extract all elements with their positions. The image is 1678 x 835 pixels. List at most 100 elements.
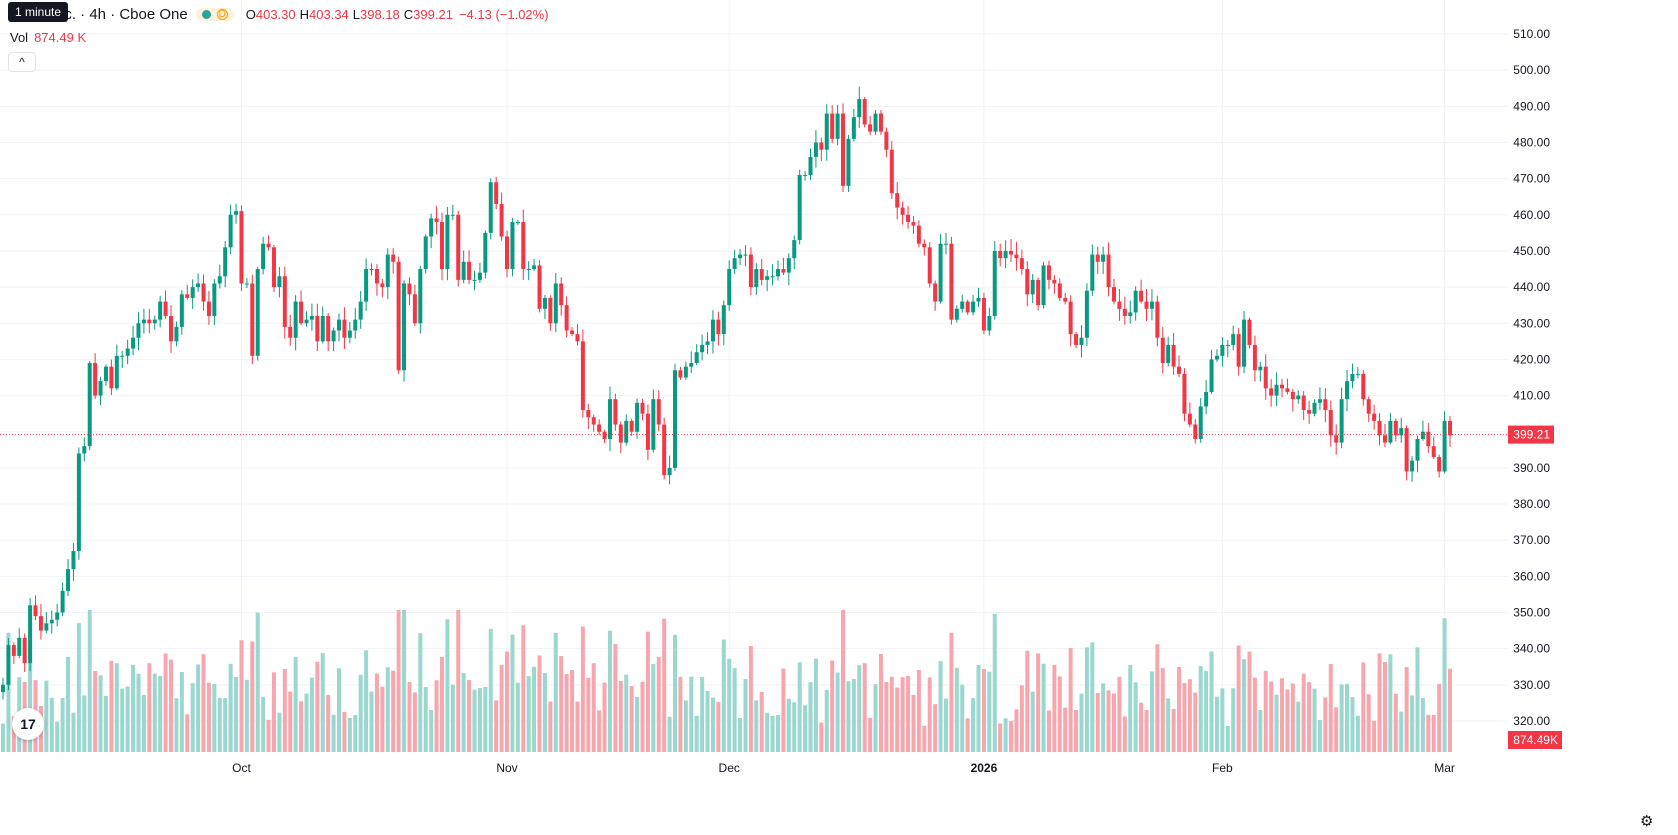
candle-body [1144,301,1149,309]
tradingview-logo[interactable]: 17 [12,708,44,740]
volume-bar [743,679,748,752]
candle-body [1074,334,1079,345]
candle-body [396,261,401,371]
candle [147,308,152,334]
volume-bar [1431,714,1436,752]
volume-bar [1247,651,1252,752]
volume-bar [1214,696,1219,752]
volume-bar [1231,688,1236,752]
candle [873,109,878,135]
candle-body [943,243,948,245]
volume-value: 874.49 K [34,30,87,45]
volume-bar [483,687,488,752]
volume-bar [223,698,228,752]
candle [364,258,369,311]
volume-bar [228,663,233,752]
candle [255,266,260,361]
candle-body [770,276,775,278]
volume-bar [694,715,699,752]
candle-body [17,637,22,656]
candle-body [1285,388,1290,392]
gear-icon[interactable]: ⚙ [1640,813,1654,830]
candle [1003,240,1008,268]
candle [206,291,211,325]
volume-bar [992,613,997,752]
candle-body [1415,438,1420,461]
volume-bar [1420,698,1425,752]
volume-bar [792,702,797,752]
volume-bar [830,660,835,752]
candle-body [66,569,71,591]
candle-body [624,420,629,443]
volume-bar [488,628,493,752]
candle [82,437,87,462]
candle [1312,399,1317,417]
candle [1399,417,1404,443]
volume-bar [521,625,526,752]
volume-bar [1155,644,1160,752]
volume-bar [44,680,49,752]
candle [635,398,640,439]
volume-bar [87,610,92,752]
candle-body [93,363,98,396]
candle-body [71,551,76,570]
volume-bar [120,688,125,752]
candle-body [347,330,352,338]
volume-bar [629,686,634,752]
volume-bar [1372,720,1377,752]
candle [380,278,385,298]
candle [494,176,499,210]
volume-bar [1350,697,1355,752]
candle-body [1057,283,1062,298]
candle [976,287,981,307]
collapse-legend-button[interactable]: ^ [8,52,36,72]
candle-body [22,637,27,664]
market-status-badge[interactable]: D [195,8,234,21]
candle [1442,411,1447,474]
candle-body [1084,290,1089,338]
candle-body [526,269,531,271]
candle [223,241,228,288]
volume-bar [190,683,195,752]
candle-body [732,258,737,270]
volume-bar [212,683,217,752]
candle-body [364,269,369,302]
volume-bars [1,610,1452,752]
volume-bar [1003,718,1008,752]
candle-body [1,684,5,693]
candle [402,280,407,382]
candle-body [591,417,596,425]
candle [1269,379,1274,407]
volume-bar [185,714,190,752]
volume-bar [396,610,401,752]
volume-bar [597,710,602,752]
candle [49,610,54,634]
volume-bar [949,632,954,752]
volume-bar [971,698,976,752]
candle-body [819,142,824,150]
candle [1025,261,1030,307]
volume-bar [320,653,325,752]
candle [1437,454,1442,478]
candle [288,314,293,346]
candle-body [651,399,656,450]
volume-bar [1404,667,1409,752]
volume-bar [391,670,396,752]
candle [705,332,710,355]
volume-bar [55,721,60,752]
volume-bar [1328,663,1333,752]
candle [1068,295,1073,347]
candle [1041,261,1046,309]
candle-body [1382,435,1387,443]
candle [293,295,298,351]
candle [971,294,976,316]
candle [353,307,358,339]
candle [889,141,894,199]
volume-bar [803,705,808,752]
volume-bar [1323,697,1328,752]
candle-body [889,149,894,194]
candle-body [548,297,553,324]
candle [60,582,65,617]
symbol-title[interactable]: nc. · 4h · Cboe One [56,6,188,23]
